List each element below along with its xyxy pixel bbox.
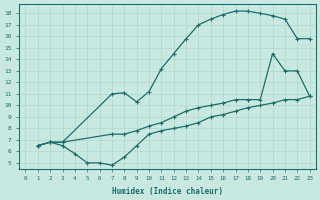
X-axis label: Humidex (Indice chaleur): Humidex (Indice chaleur) <box>112 187 223 196</box>
